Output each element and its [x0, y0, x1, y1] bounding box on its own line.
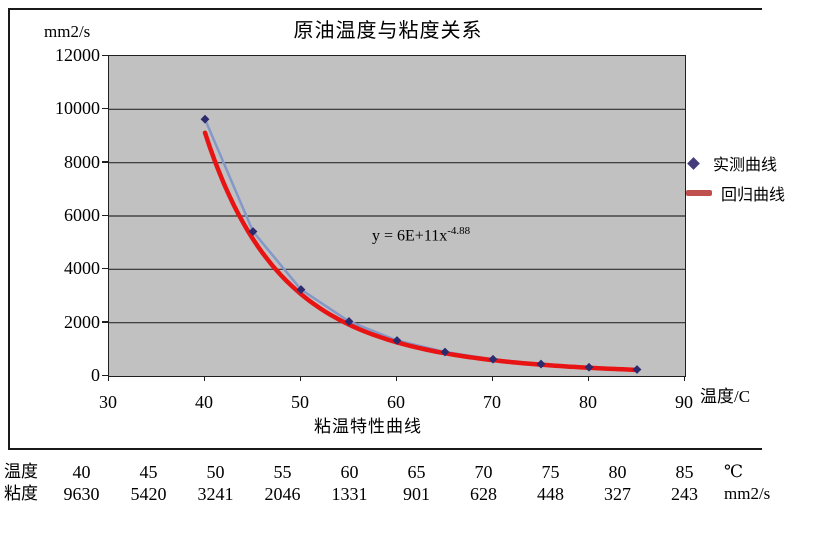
trendline-equation: y = 6E+11x-4.88: [372, 225, 470, 245]
axis-tick: [102, 321, 108, 323]
y-tick-label: 12000: [55, 45, 100, 65]
viscosity-cell: 2046: [264, 484, 301, 504]
temperature-unit: ℃: [724, 462, 744, 481]
legend-label-measured: 实测曲线: [713, 157, 778, 174]
x-tick-label: 90: [675, 392, 693, 412]
data-table: 温度 40 45 50 55 60 65 70 75 80 85 ℃ 粘度 9630 5420 3241…: [2, 461, 802, 505]
temperature-cell: 60: [340, 462, 359, 482]
axis-tick: [395, 376, 397, 381]
axis-tick: [587, 376, 589, 381]
plot-area: [108, 55, 686, 377]
x-tick-label: 70: [483, 392, 501, 412]
viscosity-row-label: 粘度: [4, 484, 38, 503]
chart-outer-frame: [8, 8, 762, 450]
axis-tick: [102, 214, 108, 216]
viscosity-cell: 1331: [331, 484, 368, 504]
axis-tick: [102, 374, 108, 376]
x-axis-title: 温度/C: [700, 387, 751, 406]
trendline-equation-exponent: -4.88: [447, 225, 471, 237]
viscosity-cell: 628: [470, 484, 497, 504]
x-axis-tick-labels: 30 40 50 60 70 80 90: [99, 392, 693, 413]
viscosity-cell: 243: [671, 484, 698, 504]
chart-title: 原油温度与粘度关系: [293, 20, 483, 42]
y-tick-label: 4000: [64, 258, 100, 279]
axis-tick: [683, 376, 685, 381]
x-tick-label: 60: [387, 392, 405, 412]
trendline-equation-base: y = 6E+11x: [372, 227, 448, 245]
axis-tick: [102, 161, 108, 163]
temperature-row: 温度 40 45 50 55 60 65 70 75 80 85 ℃: [2, 461, 802, 483]
y-tick-label: 10000: [55, 98, 100, 119]
x-tick-label: 50: [291, 392, 309, 412]
temperature-row-label: 温度: [4, 462, 38, 481]
red-line-swatch-icon: [686, 190, 712, 196]
axis-tick: [102, 54, 108, 56]
y-tick-label: 2000: [64, 311, 100, 332]
axis-tick: [102, 267, 108, 270]
legend-item-regression: 回归曲线: [686, 178, 806, 208]
viscosity-cell: 9630: [63, 484, 100, 504]
y-tick-label: 6000: [64, 205, 100, 225]
diamond-marker-icon: [687, 156, 700, 170]
viscosity-row: 粘度 9630 5420 3241 2046 1331 901 628 448 327 243 mm…: [2, 483, 802, 505]
temperature-cell: 75: [541, 462, 560, 482]
legend: 实测曲线 回归曲线: [686, 148, 806, 208]
chart-canvas: [109, 108, 685, 374]
temperature-cell: 40: [72, 462, 91, 482]
temperature-cell: 65: [407, 462, 426, 482]
y-axis-tick-labels: 0 2000 4000 6000 8000 10000 12000: [0, 46, 100, 384]
temperature-cell: 70: [474, 462, 493, 482]
viscosity-cell: 327: [604, 484, 631, 504]
temperature-cell: 80: [608, 462, 627, 482]
viscosity-unit: mm2/s: [724, 484, 771, 503]
axis-tick: [102, 107, 108, 110]
x-axis-caption: 粘温特性曲线: [314, 417, 422, 436]
temperature-cell: 45: [139, 462, 158, 482]
x-tick-label: 80: [579, 392, 597, 412]
temperature-cell: 55: [273, 462, 292, 482]
y-tick-label: 8000: [64, 151, 100, 172]
viscosity-cell: 901: [403, 484, 430, 504]
axis-tick: [203, 376, 205, 381]
viscosity-cell: 448: [537, 484, 564, 504]
y-axis-unit-label: mm2/s: [44, 22, 91, 41]
x-tick-label: 30: [99, 392, 117, 412]
axis-tick: [299, 376, 301, 381]
temperature-cell: 50: [206, 462, 225, 482]
y-tick-label: 0: [91, 365, 100, 385]
legend-label-regression: 回归曲线: [721, 187, 786, 204]
axis-tick: [107, 376, 109, 381]
x-tick-label: 40: [195, 392, 213, 412]
axis-tick: [491, 376, 493, 381]
temperature-cell: 85: [675, 462, 694, 482]
viscosity-cell: 5420: [130, 484, 167, 504]
legend-item-measured: 实测曲线: [686, 148, 806, 178]
viscosity-cell: 3241: [197, 484, 234, 504]
